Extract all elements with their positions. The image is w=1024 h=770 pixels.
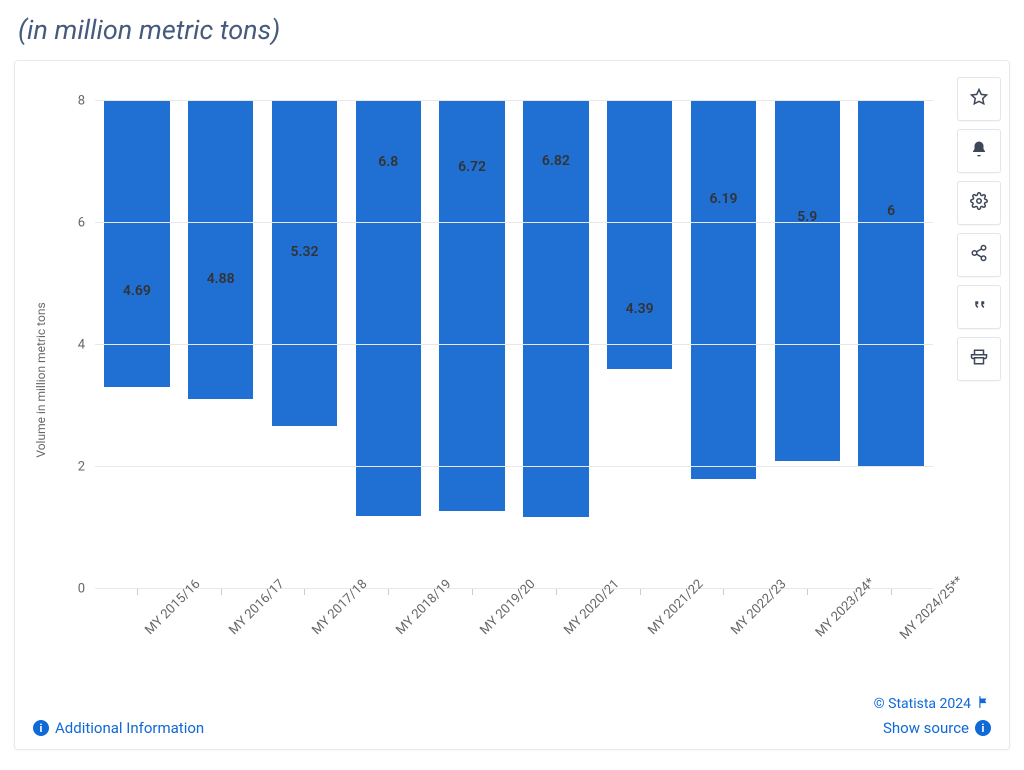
favorite-button[interactable] (957, 77, 1001, 121)
cite-button[interactable] (957, 285, 1001, 329)
bar-value-label: 4.88 (207, 271, 235, 287)
x-label-slot: MY 2023/24* (765, 589, 849, 689)
copyright-label: © Statista 2024 (874, 696, 971, 712)
x-label-slot: MY 2017/18 (263, 589, 347, 689)
y-tick-label: 6 (78, 216, 95, 231)
bar-slot: 6 (849, 101, 933, 589)
x-tick-mark (137, 589, 138, 595)
x-tick-label: MY 2015/16 (122, 597, 183, 658)
x-tick-label: MY 2021/22 (625, 597, 686, 658)
bar-value-label: 4.39 (626, 301, 654, 317)
x-tick-mark (640, 589, 641, 595)
alert-button[interactable] (957, 129, 1001, 173)
action-rail (957, 77, 1001, 381)
y-axis-title: Volume in million metric tons (34, 302, 48, 457)
y-tick-label: 2 (78, 460, 95, 475)
bar-value-label: 6 (887, 203, 895, 219)
grid-line (95, 344, 933, 345)
bar-value-label: 4.69 (123, 283, 151, 299)
chart-container: Volume in million metric tons 4.69 4.88 5.… (15, 61, 953, 699)
bar-value-label: 6.72 (458, 159, 486, 175)
x-tick-label: MY 2024/25** (874, 597, 943, 666)
settings-button[interactable] (957, 181, 1001, 225)
info-icon: i (33, 720, 49, 736)
x-tick-label: MY 2018/19 (373, 597, 434, 658)
bar-slot: 4.88 (179, 101, 263, 589)
x-tick-label: MY 2023/24* (791, 597, 856, 662)
x-tick-label: MY 2017/18 (290, 597, 351, 658)
x-label-slot: MY 2016/17 (179, 589, 263, 689)
grid-line (95, 222, 933, 223)
x-label-slot: MY 2021/22 (598, 589, 682, 689)
bars-group: 4.69 4.88 5.32 6.8 6.72 6.82 4.39 6.19 5.9 6 (95, 101, 933, 589)
quote-icon (970, 296, 988, 318)
x-label-slot: MY 2018/19 (346, 589, 430, 689)
x-tick-mark (388, 589, 389, 595)
y-tick-label: 4 (78, 338, 95, 353)
x-tick-label: MY 2016/17 (206, 597, 267, 658)
chart-card: Volume in million metric tons 4.69 4.88 5.… (14, 60, 1010, 750)
chart-subtitle: (in million metric tons) (0, 0, 1024, 60)
additional-information-link[interactable]: i Additional Information (33, 719, 204, 737)
x-tick-mark (723, 589, 724, 595)
print-button[interactable] (957, 337, 1001, 381)
bar-slot: 5.9 (765, 101, 849, 589)
bar[interactable] (272, 101, 337, 426)
bar-slot: 6.82 (514, 101, 598, 589)
info-icon: i (975, 720, 991, 736)
bar-value-label: 6.82 (542, 153, 570, 169)
bar[interactable] (188, 101, 253, 399)
y-tick-label: 0 (78, 582, 95, 597)
print-icon (970, 348, 988, 370)
x-tick-label: MY 2020/21 (541, 597, 602, 658)
bar-slot: 4.69 (95, 101, 179, 589)
additional-information-label: Additional Information (55, 719, 204, 737)
bell-icon (970, 140, 988, 162)
bar-slot: 6.19 (682, 101, 766, 589)
x-tick-mark (556, 589, 557, 595)
bar-value-label: 6.19 (709, 191, 737, 207)
bar-slot: 6.72 (430, 101, 514, 589)
x-tick-label: MY 2019/20 (457, 597, 518, 658)
x-label-slot: MY 2024/25** (849, 589, 933, 689)
bar-slot: 5.32 (263, 101, 347, 589)
bar[interactable] (691, 101, 756, 479)
y-tick-label: 8 (78, 94, 95, 109)
x-tick-mark (807, 589, 808, 595)
copyright-text: © Statista 2024 (874, 695, 991, 713)
x-label-slot: MY 2019/20 (430, 589, 514, 689)
x-axis-labels: MY 2015/16MY 2016/17MY 2017/18MY 2018/19… (95, 589, 933, 689)
x-tick-mark (891, 589, 892, 595)
bar[interactable] (607, 101, 672, 369)
chart-plot-area: 4.694.885.326.86.726.824.396.195.96 0246… (95, 101, 933, 589)
grid-line (95, 466, 933, 467)
x-tick-mark (472, 589, 473, 595)
share-button[interactable] (957, 233, 1001, 277)
x-label-slot: MY 2015/16 (95, 589, 179, 689)
x-tick-mark (221, 589, 222, 595)
show-source-label: Show source (883, 719, 969, 737)
grid-line (95, 100, 933, 101)
chart-footer: i Additional Information © Statista 2024… (33, 695, 991, 737)
flag-icon[interactable] (977, 695, 991, 713)
x-label-slot: MY 2022/23 (682, 589, 766, 689)
show-source-link[interactable]: Show source i (883, 719, 991, 737)
bar-slot: 6.8 (346, 101, 430, 589)
x-tick-label: MY 2022/23 (709, 597, 770, 658)
bar[interactable] (858, 101, 923, 467)
bar-slot: 4.39 (598, 101, 682, 589)
share-icon (970, 244, 988, 266)
bar-value-label: 6.8 (378, 154, 398, 170)
bar-value-label: 5.32 (290, 244, 318, 260)
x-label-slot: MY 2020/21 (514, 589, 598, 689)
gear-icon (970, 192, 988, 214)
x-tick-mark (304, 589, 305, 595)
star-icon (970, 88, 988, 110)
bar[interactable] (775, 101, 840, 461)
